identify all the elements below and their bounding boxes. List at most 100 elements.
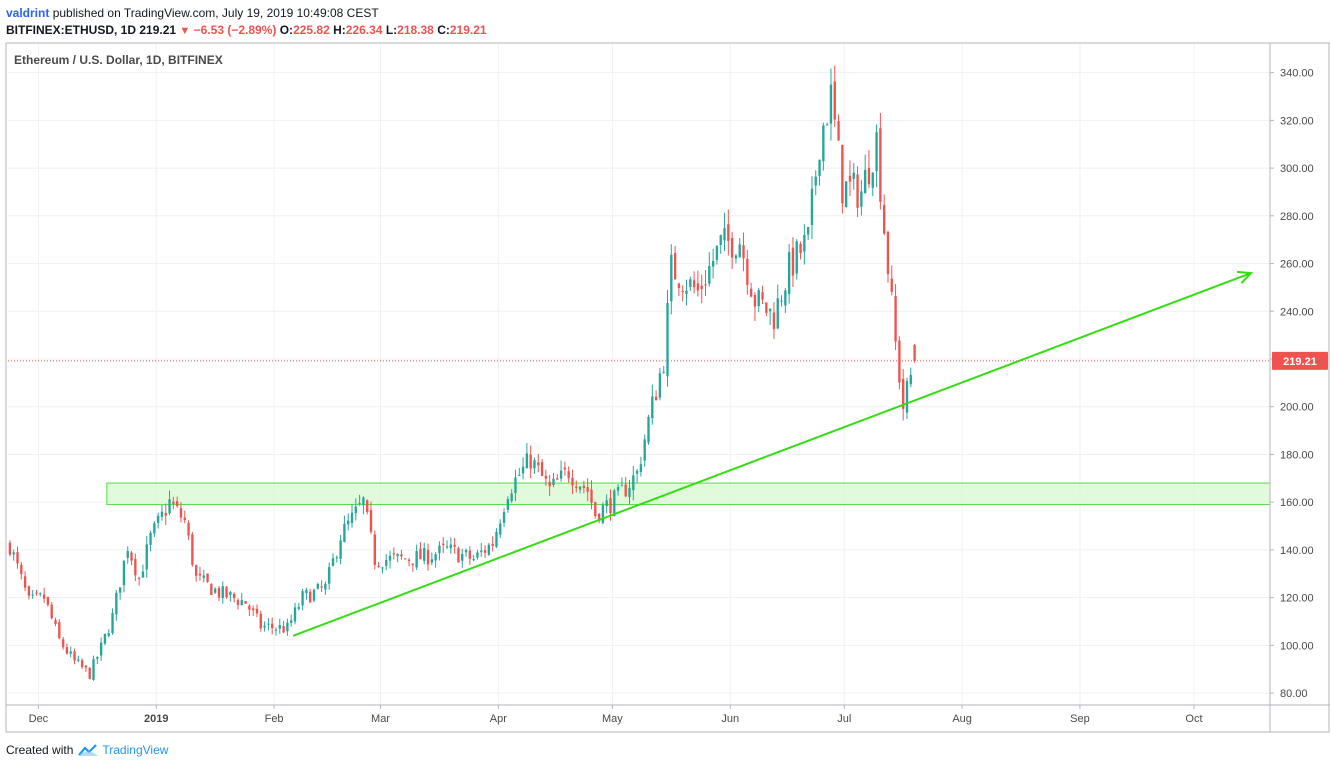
candle-body xyxy=(335,557,338,559)
candle-body xyxy=(172,501,175,504)
candle xyxy=(46,596,50,607)
last-price-badge: 219.21 xyxy=(1272,351,1328,370)
candle xyxy=(594,501,597,519)
candle xyxy=(894,283,897,351)
symbol-label: BITFINEX:ETHUSD, 1D xyxy=(6,23,137,37)
price-tick-label: 80.00 xyxy=(1280,688,1308,700)
candle xyxy=(457,546,460,563)
candle xyxy=(31,589,34,599)
candle-body xyxy=(719,235,722,245)
price-tick-label: 180.00 xyxy=(1280,449,1314,461)
candle-body xyxy=(50,604,53,619)
candle-body xyxy=(320,586,323,588)
candle xyxy=(160,504,164,521)
trendline-arrow[interactable] xyxy=(292,270,1254,637)
candle-body xyxy=(153,523,156,534)
candle xyxy=(442,537,445,554)
tradingview-logo-icon[interactable] xyxy=(77,743,99,757)
candle-body xyxy=(194,565,198,576)
candle xyxy=(529,445,532,479)
candle xyxy=(77,655,80,663)
candle xyxy=(392,547,396,560)
time-tick-label: Feb xyxy=(265,713,284,725)
candle-body xyxy=(191,534,194,565)
candle-body xyxy=(461,553,464,561)
candle-body xyxy=(244,601,247,604)
candle-body xyxy=(423,548,426,561)
candle-body xyxy=(787,252,791,294)
candle xyxy=(92,655,95,681)
candle xyxy=(765,302,768,317)
candle xyxy=(890,265,893,296)
candle xyxy=(134,553,137,582)
candle xyxy=(407,558,411,567)
candle xyxy=(191,531,194,567)
candle xyxy=(453,538,456,554)
candle xyxy=(518,467,521,477)
candle-body xyxy=(803,234,806,252)
price-badge-label: 219.21 xyxy=(1283,356,1317,368)
candle xyxy=(84,665,88,672)
candle-body xyxy=(559,470,563,479)
candle xyxy=(293,602,297,625)
candle-body xyxy=(620,485,624,487)
candle-body xyxy=(882,204,886,234)
candle xyxy=(65,643,69,655)
candle xyxy=(396,553,399,563)
candle-body xyxy=(77,659,80,661)
candle-body xyxy=(118,587,122,593)
candle-body xyxy=(879,128,882,202)
candle xyxy=(647,414,650,445)
candle xyxy=(491,536,494,552)
candle xyxy=(875,124,878,188)
candle-body xyxy=(183,517,186,521)
candle-body xyxy=(248,605,251,610)
candle xyxy=(251,605,255,616)
chart-grid xyxy=(8,44,1270,705)
candle-body xyxy=(362,497,365,506)
candle xyxy=(187,520,190,541)
time-axis[interactable]: Dec 2019 Feb Mar Apr May Jun Jul Aug Sep Oct xyxy=(6,704,1330,725)
candle xyxy=(206,573,209,583)
trendline[interactable] xyxy=(292,272,1252,637)
candle-body xyxy=(571,477,574,486)
candle-body xyxy=(240,600,243,606)
candle-body xyxy=(548,481,551,487)
candle-body xyxy=(61,639,65,648)
candle-body xyxy=(791,247,795,276)
candle xyxy=(358,494,361,506)
candle-body xyxy=(594,502,597,517)
candle-body xyxy=(187,522,190,536)
time-tick-label: Aug xyxy=(952,713,972,725)
candle xyxy=(312,588,316,603)
price-axis[interactable]: 80.00 100.00 120.00 140.00 160.00 180.00 200.0… xyxy=(1269,43,1314,732)
candle-body xyxy=(894,296,897,342)
candle xyxy=(309,588,312,603)
candle xyxy=(137,576,141,586)
candle xyxy=(795,239,798,280)
candle-body xyxy=(510,493,513,502)
open-label: O: xyxy=(279,23,294,37)
candle-body xyxy=(476,552,479,558)
candle xyxy=(20,561,23,580)
candle-body xyxy=(776,298,779,329)
candle-body xyxy=(810,188,814,226)
candle xyxy=(818,159,821,186)
candle xyxy=(837,114,840,141)
candle xyxy=(16,546,19,569)
candle xyxy=(107,629,110,638)
candle xyxy=(468,546,472,565)
candle xyxy=(624,477,627,498)
price-tick-label: 160.00 xyxy=(1280,497,1314,509)
author-link[interactable]: valdrint xyxy=(6,6,50,20)
candle xyxy=(502,508,506,528)
candle xyxy=(461,548,464,568)
tradingview-link[interactable]: TradingView xyxy=(102,743,169,757)
candle-body xyxy=(366,500,369,513)
candle-body xyxy=(354,506,357,514)
candle xyxy=(787,244,791,304)
candle xyxy=(248,604,251,617)
publish-info: valdrint published on TradingView.com, J… xyxy=(6,6,379,20)
candle xyxy=(578,485,582,494)
